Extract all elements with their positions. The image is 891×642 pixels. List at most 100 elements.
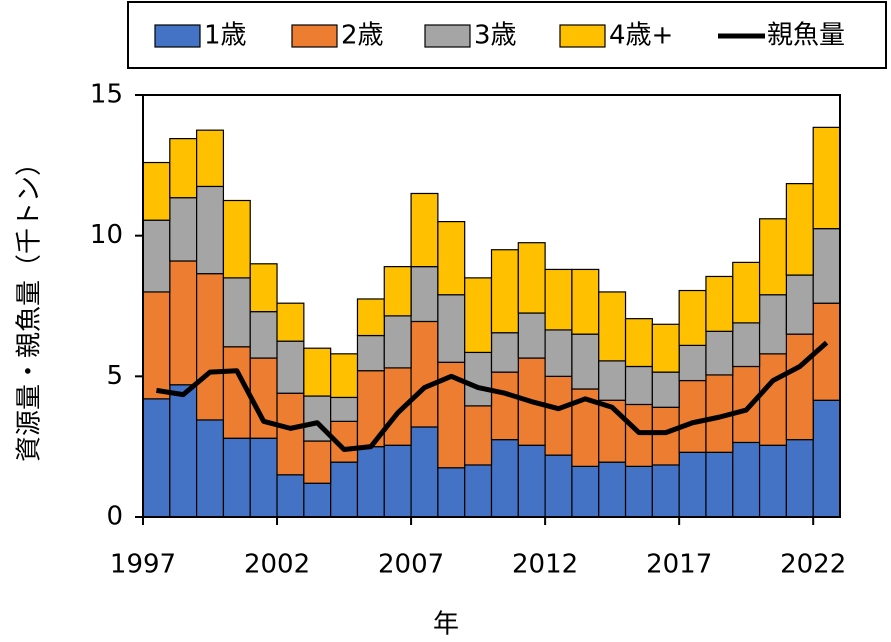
- bar-segment: [249, 437, 278, 518]
- y-tick-label: 15: [90, 80, 123, 110]
- bar-segment: [758, 353, 787, 446]
- bar-segment: [437, 467, 466, 518]
- y-tick-label: 5: [106, 361, 123, 391]
- bar-segment: [356, 298, 385, 337]
- bar-segment: [544, 375, 573, 456]
- legend-box: [127, 1, 887, 69]
- bar-segment: [276, 302, 305, 342]
- y-tick-label: 10: [90, 220, 123, 250]
- bar-segment: [732, 261, 761, 324]
- bar-segment: [624, 365, 653, 406]
- bar-segment: [517, 242, 546, 314]
- legend-swatch: [559, 24, 606, 48]
- bar-segment: [142, 291, 171, 400]
- bar-segment: [196, 129, 225, 188]
- bar-segment: [330, 461, 359, 518]
- bar-segment: [812, 228, 841, 304]
- bar-segment: [598, 291, 627, 362]
- x-axis-label: 年: [433, 610, 459, 639]
- plot-frame: [142, 94, 841, 518]
- bar-segment: [330, 396, 359, 422]
- bar-segment: [705, 451, 734, 518]
- x-tick-label: 2012: [512, 550, 578, 580]
- bar-segment: [705, 330, 734, 376]
- bar-segment: [651, 464, 680, 518]
- bar-segment: [196, 419, 225, 518]
- bar-segment: [142, 219, 171, 293]
- bar-segment: [222, 199, 251, 279]
- x-tick-label: 1997: [110, 550, 176, 580]
- bar-segment: [276, 392, 305, 476]
- legend-swatch: [291, 24, 338, 48]
- bar-segment: [785, 274, 814, 335]
- bar-segment: [678, 451, 707, 518]
- bar-segment: [464, 464, 493, 518]
- bar-segment: [517, 312, 546, 359]
- legend-label: 1歳: [204, 21, 247, 51]
- bar-segment: [678, 289, 707, 346]
- line: [156, 340, 829, 452]
- y-axis-label: 資源量・親魚量（千トン）: [15, 150, 45, 462]
- bar-segment: [678, 379, 707, 453]
- bar-segment: [651, 371, 680, 408]
- y-tick-label: 0: [106, 502, 123, 532]
- x-tick-label: 2002: [244, 550, 310, 580]
- bar-segment: [410, 266, 439, 323]
- bar-segment: [490, 439, 519, 518]
- bar-segment: [222, 277, 251, 348]
- legend-label: 4歳+: [609, 21, 673, 51]
- bar-segment: [490, 332, 519, 373]
- bar-segment: [142, 398, 171, 518]
- bar-segment: [222, 437, 251, 518]
- bar-segment: [169, 260, 198, 386]
- bar-segment: [651, 406, 680, 466]
- bar-segment: [383, 444, 412, 518]
- legend-label: 2歳: [341, 21, 384, 51]
- bar-segment: [249, 311, 278, 359]
- bar-segment: [651, 323, 680, 373]
- bar-segment: [785, 183, 814, 276]
- bar-segment: [517, 444, 546, 518]
- bar-segment: [356, 446, 385, 518]
- bar-segment: [571, 268, 600, 335]
- bar-segment: [437, 294, 466, 363]
- bar-segment: [544, 268, 573, 331]
- bar-segment: [356, 334, 385, 372]
- bar-segment: [812, 126, 841, 230]
- bar-segment: [732, 441, 761, 518]
- bar-segment: [383, 315, 412, 369]
- bar-segment: [464, 405, 493, 466]
- x-tick-label: 2017: [646, 550, 712, 580]
- bar-segment: [758, 294, 787, 355]
- bar-segment: [410, 426, 439, 518]
- bar-segment: [410, 192, 439, 268]
- bar-segment: [705, 275, 734, 332]
- bar-segment: [571, 465, 600, 518]
- bar-segment: [196, 273, 225, 421]
- bar-segment: [437, 221, 466, 296]
- legend-label: 3歳: [474, 21, 517, 51]
- bar-segment: [303, 440, 332, 484]
- bar-segment: [169, 384, 198, 518]
- bar-segment: [330, 353, 359, 399]
- x-tick-label: 2007: [378, 550, 444, 580]
- bar-segment: [303, 482, 332, 518]
- bar-segment: [678, 344, 707, 382]
- bar-segment: [598, 461, 627, 518]
- bar-segment: [383, 266, 412, 317]
- legend-swatch: [154, 24, 201, 48]
- bar-segment: [276, 474, 305, 518]
- bar-segment: [812, 399, 841, 518]
- bar-segment: [785, 439, 814, 518]
- bar-segment: [544, 454, 573, 518]
- bar-segment: [490, 371, 519, 441]
- legend-label: 親魚量: [767, 21, 845, 51]
- x-tick-label: 2022: [780, 550, 846, 580]
- bar-segment: [464, 277, 493, 354]
- bar-segment: [732, 365, 761, 444]
- legend-swatch: [424, 24, 471, 48]
- bar-segment: [732, 322, 761, 368]
- bar-segment: [490, 249, 519, 334]
- bar-segment: [169, 138, 198, 199]
